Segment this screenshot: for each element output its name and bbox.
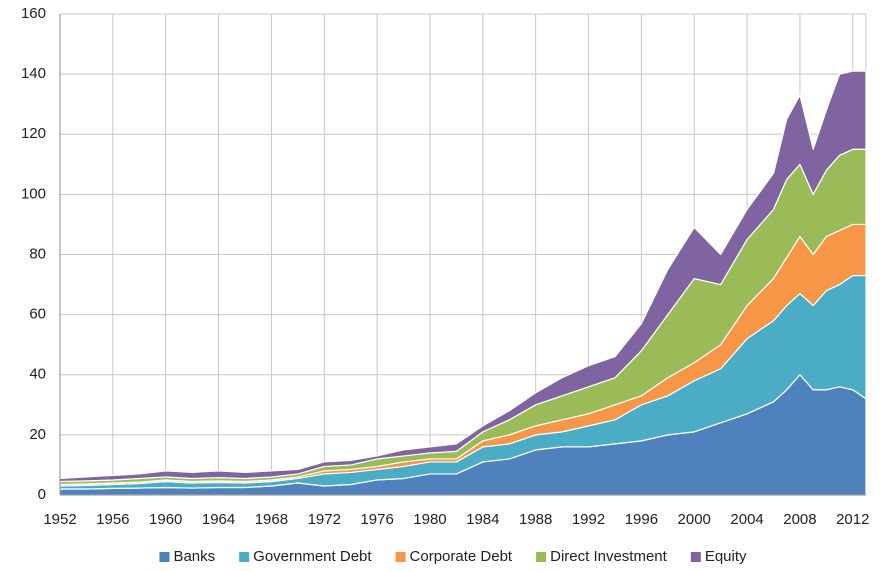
y-tick-label: 120	[21, 125, 46, 142]
legend-label: Government Debt	[253, 548, 372, 565]
legend-swatch	[159, 552, 170, 562]
x-tick-label: 1980	[413, 511, 446, 528]
x-tick-label: 1996	[625, 511, 658, 528]
x-tick-label: 2008	[783, 511, 816, 528]
y-tick-label: 100	[21, 185, 46, 202]
x-tick-label: 1992	[572, 511, 605, 528]
y-tick-label: 60	[29, 306, 46, 323]
x-tick-label: 1976	[360, 511, 393, 528]
x-tick-label: 1964	[202, 511, 235, 528]
y-tick-label: 80	[29, 245, 46, 262]
legend-swatch	[536, 552, 547, 562]
y-tick-label: 140	[21, 65, 46, 82]
legend-swatch	[690, 552, 701, 562]
legend-swatch	[239, 552, 250, 562]
y-tick-label: 40	[29, 366, 46, 383]
y-tick-label: 20	[29, 426, 46, 443]
x-tick-label: 1952	[43, 511, 76, 528]
x-tick-label: 1956	[96, 511, 129, 528]
legend-label: Equity	[705, 548, 747, 565]
x-tick-label: 1984	[466, 511, 499, 528]
x-tick-label: 2012	[836, 511, 869, 528]
x-tick-label: 1968	[255, 511, 288, 528]
legend-label: Direct Investment	[550, 548, 668, 565]
legend-swatch	[395, 552, 406, 562]
x-tick-label: 1960	[149, 511, 182, 528]
y-tick-label: 160	[21, 5, 46, 22]
legend-label: Banks	[173, 548, 215, 565]
x-tick-label: 2000	[678, 511, 711, 528]
x-tick-label: 1988	[519, 511, 552, 528]
x-tick-label: 2004	[730, 511, 763, 528]
y-tick-label: 0	[38, 486, 46, 503]
x-tick-label: 1972	[308, 511, 341, 528]
legend-label: Corporate Debt	[410, 548, 513, 565]
area	[59, 70, 867, 483]
